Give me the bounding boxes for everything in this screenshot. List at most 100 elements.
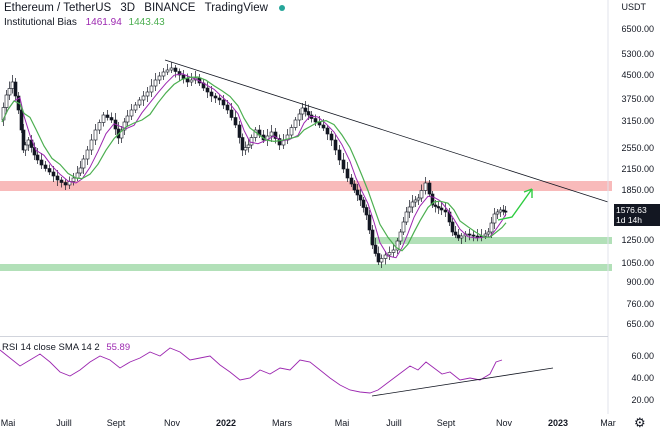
candle	[456, 234, 461, 239]
candle	[413, 199, 418, 203]
candle	[85, 149, 90, 160]
last-price-badge: 1576.63 1d 14h	[614, 204, 660, 226]
candle	[423, 182, 428, 191]
candle	[277, 138, 282, 146]
settings-gear-icon[interactable]: ⚙	[634, 415, 646, 430]
candle	[349, 177, 354, 185]
time-label: 2022	[215, 418, 237, 428]
candles	[1, 62, 508, 268]
time-label: Mai	[334, 418, 350, 428]
candle	[306, 111, 311, 116]
candle	[217, 97, 222, 101]
provider: TradingView	[204, 2, 268, 14]
price-label: 900.00	[626, 277, 654, 287]
candle	[10, 81, 15, 89]
candle	[313, 118, 318, 123]
candle	[367, 214, 372, 231]
candle	[137, 99, 142, 106]
candle	[269, 131, 274, 137]
candle	[293, 119, 298, 128]
candle	[341, 159, 346, 170]
price-label: 3150.00	[621, 116, 654, 126]
candle	[157, 75, 162, 81]
candle	[246, 144, 251, 148]
candle	[177, 71, 182, 76]
candle	[181, 74, 186, 79]
candle	[189, 79, 194, 83]
price-label: 6500.00	[621, 24, 654, 34]
market-status-icon	[279, 4, 286, 11]
candle	[105, 114, 110, 118]
candle	[205, 87, 210, 93]
price-label: 1250.00	[621, 235, 654, 245]
candle	[361, 199, 366, 208]
time-label: Juill	[56, 418, 72, 428]
candle	[492, 213, 497, 224]
candle	[221, 99, 226, 106]
candle	[430, 193, 435, 206]
indicator-value-1: 1461.94	[85, 17, 122, 28]
rsi-axis-label: 40.00	[631, 373, 654, 383]
indicator-name: Institutional Bias	[4, 17, 77, 28]
currency-label[interactable]: USDT	[621, 2, 647, 12]
pane-separator[interactable]	[0, 336, 608, 337]
candle	[273, 131, 278, 139]
candle	[401, 221, 406, 233]
candle	[81, 158, 86, 169]
candle	[59, 179, 64, 183]
time-label: Juill	[386, 418, 402, 428]
candle	[503, 210, 508, 213]
candle	[443, 209, 448, 213]
candle	[47, 168, 52, 173]
candle	[489, 222, 494, 233]
time-label: Nov	[163, 418, 180, 428]
candle	[467, 233, 472, 236]
support-zone-upper	[370, 237, 612, 244]
candle	[459, 235, 464, 239]
price-label: 3750.00	[621, 94, 654, 104]
candle	[35, 154, 40, 161]
symbol-name[interactable]: Ethereum / TetherUS	[4, 2, 112, 14]
time-label: Sept	[436, 418, 456, 428]
candle	[119, 129, 124, 139]
candle	[39, 159, 44, 166]
candle	[225, 104, 230, 111]
candle	[398, 231, 403, 242]
indicator-legend[interactable]: Institutional Bias 1461.94 1443.43	[4, 17, 165, 28]
candle	[321, 124, 326, 129]
candle	[379, 258, 384, 263]
candle	[364, 207, 369, 216]
candle	[370, 229, 375, 246]
time-label: Mai	[0, 418, 16, 428]
candle	[97, 122, 102, 131]
price-label: 1850.00	[621, 185, 654, 195]
candle	[471, 234, 476, 237]
candle	[358, 194, 363, 201]
candle	[407, 206, 412, 213]
candle	[145, 91, 150, 97]
candle	[165, 69, 170, 73]
bar-countdown: 1d 14h	[616, 215, 642, 225]
candle	[475, 235, 480, 238]
candle	[19, 109, 24, 131]
candle	[433, 204, 438, 207]
candle	[391, 249, 396, 253]
candle	[169, 67, 174, 71]
rsi-line	[0, 347, 503, 394]
candle	[129, 109, 134, 117]
candle	[141, 95, 146, 101]
candle	[101, 114, 106, 123]
candle	[243, 147, 248, 151]
candle	[383, 254, 388, 259]
last-price: 1576.63	[616, 205, 647, 215]
candle	[387, 252, 392, 256]
chart-title[interactable]: Ethereum / TetherUS 3D BINANCE TradingVi…	[4, 2, 286, 14]
candle	[453, 231, 458, 236]
candle	[427, 182, 432, 195]
candle	[153, 79, 158, 87]
interval[interactable]: 3D	[120, 2, 136, 14]
candle	[498, 209, 503, 213]
rsi-legend[interactable]: RSI 14 close SMA 14 2 55.89	[2, 342, 130, 353]
candle	[237, 124, 242, 138]
